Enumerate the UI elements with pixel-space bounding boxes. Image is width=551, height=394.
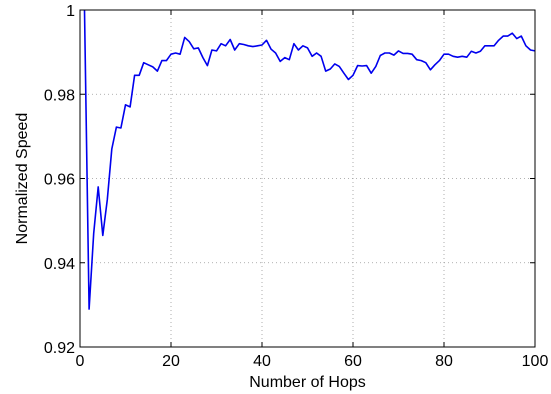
x-axis-label: Number of Hops [249, 374, 366, 391]
y-tick-label: 0.94 [44, 256, 75, 273]
x-tick-label: 80 [435, 353, 453, 370]
x-tick-label: 20 [162, 353, 180, 370]
series-layer [83, 9, 536, 310]
y-axis-label: Normalized Speed [14, 113, 31, 245]
x-tick-label: 0 [76, 353, 85, 370]
grid-lines [80, 10, 535, 347]
x-tick-labels: 0 20 40 60 80 100 [76, 353, 549, 370]
axis-ticks [79, 9, 536, 348]
x-tick-label: 40 [253, 353, 271, 370]
y-tick-label: 0.92 [44, 340, 75, 357]
x-tick-label: 100 [522, 353, 549, 370]
y-tick-label: 0.96 [44, 172, 75, 189]
y-tick-label: 0.98 [44, 87, 75, 104]
data-series-line [83, 9, 536, 310]
y-tick-label: 1 [66, 3, 75, 20]
x-tick-label: 60 [344, 353, 362, 370]
y-tick-labels: 0.92 0.94 0.96 0.98 1 [44, 3, 75, 357]
